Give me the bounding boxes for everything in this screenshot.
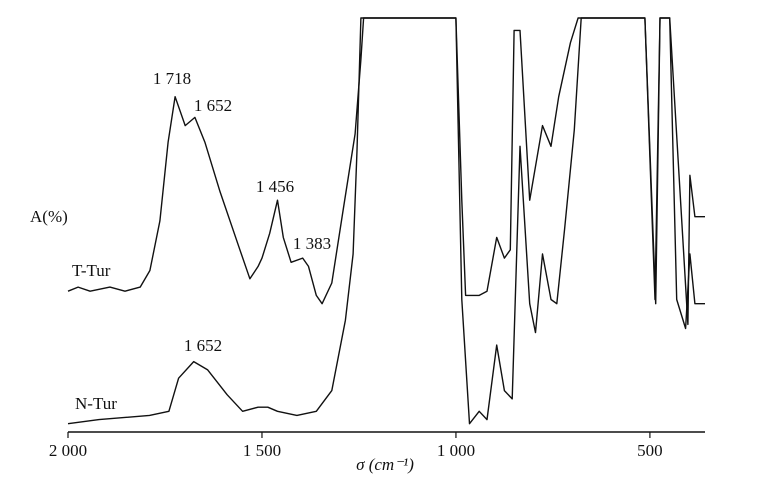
y-axis-label: A(%) — [30, 207, 68, 226]
peak-label: 1 652 — [184, 336, 222, 355]
peak-label: 1 456 — [256, 177, 294, 196]
peak-label: 1 383 — [293, 234, 331, 253]
x-tick-label: 2 000 — [49, 441, 87, 460]
peak-label: 1 652 — [194, 96, 232, 115]
x-axis-label: σ (cm⁻¹) — [356, 455, 414, 474]
spectrum-line — [67, 17, 705, 425]
peak-label: 1 718 — [153, 69, 191, 88]
x-tick-label: 500 — [637, 441, 663, 460]
series-label: N-Tur — [75, 394, 117, 413]
series-label: T-Tur — [72, 261, 111, 280]
x-tick-label: 1 500 — [243, 441, 281, 460]
x-tick-label: 1 000 — [437, 441, 475, 460]
spectrum-line — [67, 17, 705, 326]
